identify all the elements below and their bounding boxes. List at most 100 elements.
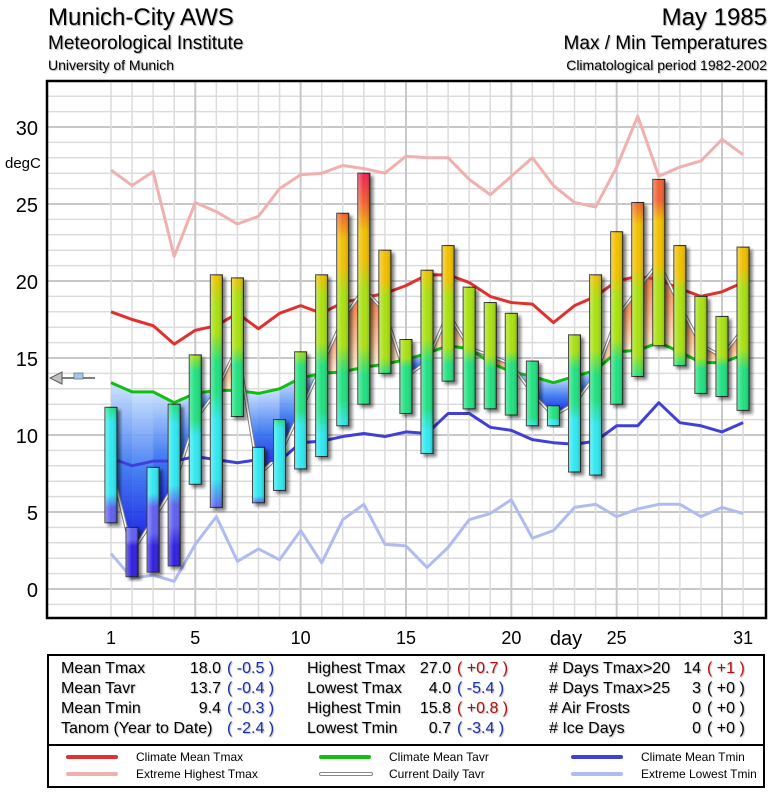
bar-shine — [442, 245, 455, 382]
bar-shine — [357, 173, 370, 405]
bar-shine — [484, 302, 497, 409]
stat-value: 0 — [692, 700, 701, 717]
bar-shine — [421, 270, 434, 454]
station-title: Munich-City AWS — [48, 4, 234, 31]
stat-row: Highest Tmax 27.0 ( +0.7 ) — [307, 659, 508, 679]
bar-shine — [315, 274, 328, 457]
y-tick-label: 15 — [16, 349, 38, 371]
legend-label: Climate Mean Tmax — [136, 750, 244, 764]
bar-shine — [610, 231, 623, 405]
stats-col1: Mean Tmax 18.0 ( -0.5 ) Mean Tavr 13.7 ( -0.4… — [61, 659, 274, 743]
day-bar-20 — [504, 312, 518, 416]
bar-shine — [126, 527, 139, 577]
day-bar-28 — [673, 245, 687, 367]
stat-label: Highest Tmin — [307, 700, 401, 717]
day-bar-8 — [251, 446, 265, 504]
stat-value: 9.4 — [198, 700, 221, 717]
bar-shine — [589, 274, 602, 476]
period-title: May 1985 — [661, 4, 767, 31]
stat-row: Mean Tavr 13.7 ( -0.4 ) — [61, 679, 274, 699]
bar-shine — [273, 419, 286, 491]
bar-shine — [673, 245, 686, 366]
y-tick-label: 30 — [16, 118, 38, 140]
stat-label: Tanom (Year to Date) — [61, 720, 213, 737]
stat-anomaly: ( +0 ) — [707, 720, 745, 737]
x-tick-label: 15 — [396, 628, 416, 648]
day-bar-23 — [568, 334, 582, 473]
stat-row: Highest Tmin 15.8 ( +0.8 ) — [307, 699, 508, 719]
stat-row: Tanom (Year to Date) ( -2.4 ) — [61, 719, 274, 739]
bar-shine — [694, 296, 707, 394]
day-bar-5 — [188, 354, 202, 485]
y-tick-label: 0 — [27, 580, 38, 602]
bar-shine — [652, 179, 665, 346]
legend-swatch — [66, 772, 118, 776]
stat-row: # Ice Days 0 ( +0 ) — [549, 719, 745, 739]
stat-anomaly: ( -2.4 ) — [227, 720, 275, 737]
stat-value: 0 — [692, 720, 701, 737]
legend-swatch — [319, 755, 371, 759]
legend-label: Current Daily Tavr — [389, 767, 485, 781]
day-bar-18 — [462, 286, 476, 410]
bar-shine — [210, 274, 223, 508]
day-bar-12 — [336, 212, 350, 427]
stat-label: # Ice Days — [549, 720, 625, 737]
bar-shine — [737, 247, 750, 411]
stat-anomaly: ( -0.4 ) — [227, 680, 275, 697]
ytd-marker-arrow-icon — [48, 371, 95, 385]
bar-shine — [147, 467, 160, 573]
stat-label: Lowest Tmax — [307, 680, 402, 697]
legend-swatch — [571, 755, 623, 759]
day-bar-26 — [631, 201, 645, 377]
day-bar-31 — [736, 246, 750, 411]
stat-value: 0.7 — [428, 720, 451, 737]
y-tick-label: 20 — [16, 272, 38, 294]
x-tick-label: 31 — [733, 628, 753, 648]
bar-shine — [526, 361, 539, 426]
statistics-panel: Mean Tmax 18.0 ( -0.5 ) Mean Tavr 13.7 ( -0.4… — [47, 654, 765, 746]
day-bar-11 — [315, 274, 329, 458]
stat-value: 13.7 — [189, 680, 221, 697]
y-tick-label: 25 — [16, 195, 38, 217]
bar-shine — [568, 334, 581, 472]
x-tick-label: 5 — [190, 628, 200, 648]
stat-anomaly: ( +0.8 ) — [457, 700, 509, 717]
stat-row: # Days Tmax>25 3 ( +0 ) — [549, 679, 745, 699]
arrow-box — [73, 372, 84, 380]
day-bar-16 — [420, 269, 434, 454]
day-bar-10 — [294, 351, 308, 470]
stat-row: # Days Tmax>20 14 ( +1 ) — [549, 659, 745, 679]
day-bar-25 — [610, 231, 624, 405]
legend-label: Extreme Lowest Tmin — [641, 767, 757, 781]
stat-row: # Air Frosts 0 ( +0 ) — [549, 699, 745, 719]
stat-anomaly: ( +0 ) — [707, 680, 745, 697]
stat-anomaly: ( -0.3 ) — [227, 700, 275, 717]
stat-row: Lowest Tmax 4.0 ( -5.4 ) — [307, 679, 508, 699]
bar-shine — [231, 277, 244, 417]
stat-label: # Days Tmax>20 — [549, 660, 671, 677]
day-bar-13 — [357, 172, 371, 405]
stats-col2: Highest Tmax 27.0 ( +0.7 ) Lowest Tmax 4.0 ( … — [307, 659, 508, 743]
legend-panel: Climate Mean Tmax Extreme Highest Tmax Cli… — [47, 744, 765, 788]
y-tick-label: 10 — [16, 426, 38, 448]
day-bar-1 — [104, 406, 118, 524]
bar-shine — [336, 213, 349, 426]
bar-shine — [252, 447, 265, 503]
institute-title: Meteorological Institute — [48, 33, 244, 54]
day-bar-15 — [399, 339, 413, 414]
stat-row: Lowest Tmin 0.7 ( -3.4 ) — [307, 719, 508, 739]
stat-anomaly: ( +0 ) — [707, 700, 745, 717]
stat-label: # Air Frosts — [549, 700, 630, 717]
legend-swatch — [319, 772, 373, 776]
bar-shine — [505, 313, 518, 415]
bar-shine — [189, 354, 202, 485]
stat-anomaly: ( -3.4 ) — [457, 720, 505, 737]
day-bar-3 — [146, 466, 160, 573]
stat-value: 4.0 — [428, 680, 451, 697]
x-tick-label: 1 — [106, 628, 116, 648]
plot-frame — [45, 79, 768, 620]
legend-swatch — [571, 772, 623, 776]
bar-shine — [547, 405, 560, 426]
